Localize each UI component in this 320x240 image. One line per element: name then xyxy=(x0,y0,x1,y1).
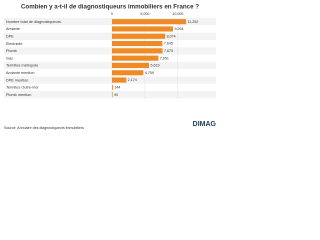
chart-title: Combien y a-t-il de diagnostiqueurs immo… xyxy=(21,4,199,11)
row-band xyxy=(4,18,216,26)
y-tick-label: Gaz xyxy=(6,56,13,60)
y-tick-label: Plomb xyxy=(6,49,17,53)
bar xyxy=(112,70,144,76)
y-tick-label: Termites Outre-mer xyxy=(6,86,39,90)
value-label: 144 xyxy=(114,86,120,90)
row-band xyxy=(4,61,216,70)
bar xyxy=(112,19,187,25)
value-label: 7,675 xyxy=(164,49,173,53)
y-tick-label: Amiante xyxy=(6,27,20,31)
row-band xyxy=(4,47,216,55)
y-tick-label: Plomb mention xyxy=(6,93,31,97)
value-label: 4,759 xyxy=(145,71,154,75)
y-tick-label: Amiante mention xyxy=(6,71,35,75)
value-label: 8,074 xyxy=(167,34,176,38)
y-tick-label: Termites métropole xyxy=(6,64,38,68)
y-tick-label: DPE xyxy=(6,34,14,38)
bar xyxy=(112,92,113,98)
bar xyxy=(112,77,127,83)
value-label: 7,645 xyxy=(164,42,173,46)
bar xyxy=(112,62,149,69)
value-label: 5,619 xyxy=(150,64,159,68)
bar xyxy=(112,84,113,90)
row-band xyxy=(4,32,216,40)
x-tick-label: 10,000 xyxy=(172,12,183,16)
value-label: 11,252 xyxy=(188,20,199,24)
bar xyxy=(112,33,166,39)
value-label: 9,264 xyxy=(174,27,183,31)
y-tick-label: Nombre total de diagnostiqueurs xyxy=(6,20,61,24)
row-band xyxy=(4,76,216,84)
bar xyxy=(112,26,173,32)
y-tick-label: DPE mention xyxy=(6,78,28,82)
x-tick-label: 5,000 xyxy=(140,12,149,16)
x-tick-label: 0 xyxy=(111,12,113,16)
bar xyxy=(112,40,163,47)
y-tick-label: Électricité xyxy=(6,41,22,46)
value-label: 90 xyxy=(114,93,118,97)
row-band xyxy=(4,91,216,99)
chart: Combien y a-t-il de diagnostiqueurs immo… xyxy=(4,4,217,130)
source: Source: Annuaire des diagnostiqueurs imm… xyxy=(4,126,84,130)
bar xyxy=(112,48,163,54)
value-label: 2,174 xyxy=(128,78,137,82)
brand-logo: DIMAG xyxy=(193,121,217,128)
value-label: 7,051 xyxy=(160,56,169,60)
bar xyxy=(112,55,159,61)
